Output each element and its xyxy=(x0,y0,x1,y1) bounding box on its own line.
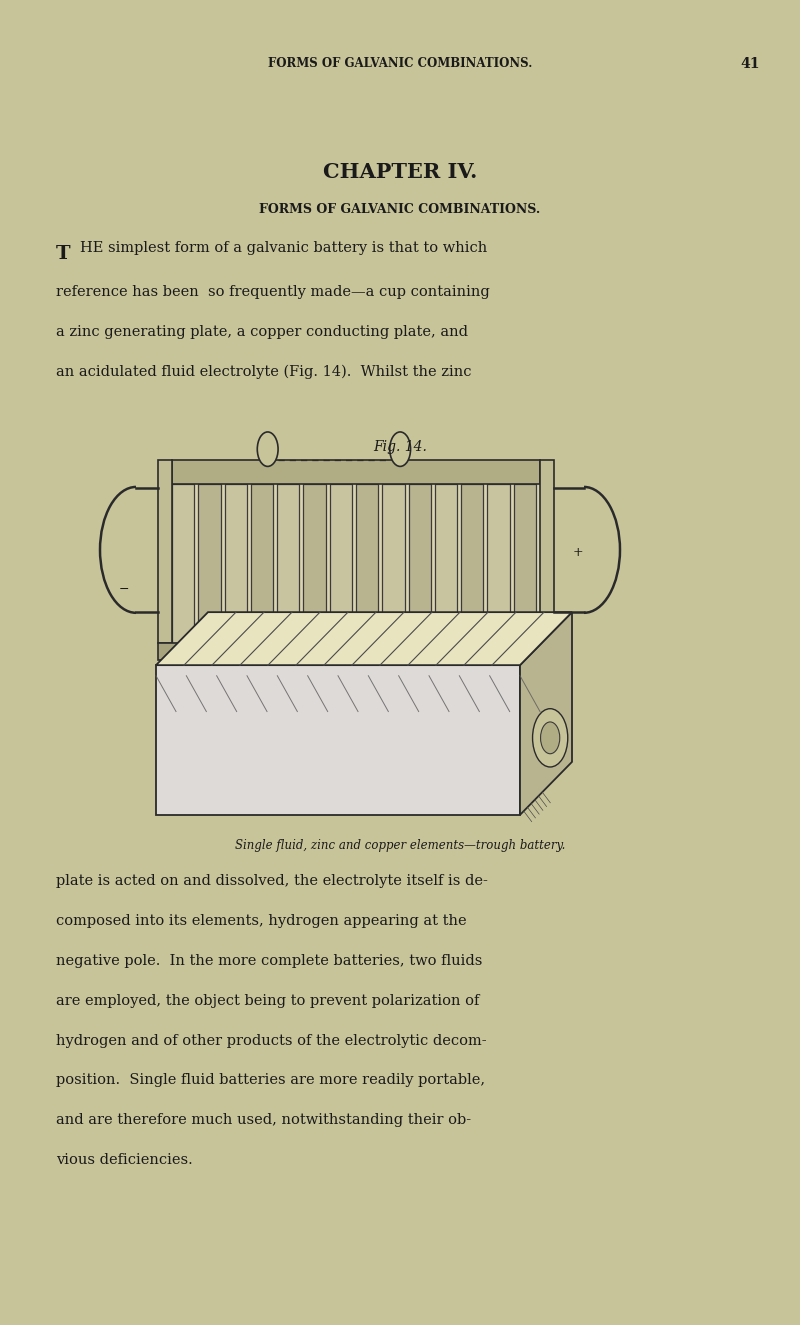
Polygon shape xyxy=(156,665,520,815)
Text: +: + xyxy=(573,546,584,559)
Polygon shape xyxy=(156,612,572,665)
Text: and are therefore much used, notwithstanding their ob-: and are therefore much used, notwithstan… xyxy=(56,1113,471,1128)
Text: 41: 41 xyxy=(741,57,760,72)
Polygon shape xyxy=(172,484,540,643)
Text: plate is acted on and dissolved, the electrolyte itself is de-: plate is acted on and dissolved, the ele… xyxy=(56,874,488,889)
Polygon shape xyxy=(225,484,247,643)
Polygon shape xyxy=(520,612,572,815)
Text: −: − xyxy=(118,583,130,596)
Polygon shape xyxy=(435,484,458,643)
Polygon shape xyxy=(487,484,510,643)
Text: a zinc generating plate, a copper conducting plate, and: a zinc generating plate, a copper conduc… xyxy=(56,325,468,339)
Circle shape xyxy=(258,432,278,466)
Text: FORMS OF GALVANIC COMBINATIONS.: FORMS OF GALVANIC COMBINATIONS. xyxy=(259,203,541,216)
Polygon shape xyxy=(158,643,554,660)
Text: negative pole.  In the more complete batteries, two fluids: negative pole. In the more complete batt… xyxy=(56,954,482,969)
Circle shape xyxy=(541,722,560,754)
Text: HE simplest form of a galvanic battery is that to which: HE simplest form of a galvanic battery i… xyxy=(80,241,487,256)
Text: hydrogen and of other products of the electrolytic decom-: hydrogen and of other products of the el… xyxy=(56,1034,486,1048)
Text: FORMS OF GALVANIC COMBINATIONS.: FORMS OF GALVANIC COMBINATIONS. xyxy=(268,57,532,70)
Circle shape xyxy=(390,432,410,466)
Polygon shape xyxy=(172,460,540,484)
Polygon shape xyxy=(461,484,483,643)
Polygon shape xyxy=(382,484,405,643)
Polygon shape xyxy=(198,484,221,643)
Circle shape xyxy=(533,709,568,767)
Polygon shape xyxy=(356,484,378,643)
Polygon shape xyxy=(277,484,299,643)
Text: reference has been  so frequently made—a cup containing: reference has been so frequently made—a … xyxy=(56,285,490,299)
Text: T: T xyxy=(56,245,70,264)
Polygon shape xyxy=(172,484,194,643)
Polygon shape xyxy=(514,484,536,643)
Text: Single fluid, zinc and copper elements—trough battery.: Single fluid, zinc and copper elements—t… xyxy=(235,839,565,852)
Text: are employed, the object being to prevent polarization of: are employed, the object being to preven… xyxy=(56,994,479,1008)
Polygon shape xyxy=(158,460,172,643)
Polygon shape xyxy=(409,484,431,643)
Text: Fig. 14.: Fig. 14. xyxy=(373,440,427,454)
Polygon shape xyxy=(303,484,326,643)
Polygon shape xyxy=(251,484,274,643)
Polygon shape xyxy=(330,484,352,643)
Text: CHAPTER IV.: CHAPTER IV. xyxy=(323,162,477,182)
Text: vious deficiencies.: vious deficiencies. xyxy=(56,1153,193,1167)
Text: position.  Single fluid batteries are more readily portable,: position. Single fluid batteries are mor… xyxy=(56,1073,485,1088)
Polygon shape xyxy=(540,460,554,643)
Text: an acidulated fluid electrolyte (Fig. 14).  Whilst the zinc: an acidulated fluid electrolyte (Fig. 14… xyxy=(56,364,471,379)
Text: composed into its elements, hydrogen appearing at the: composed into its elements, hydrogen app… xyxy=(56,914,466,929)
